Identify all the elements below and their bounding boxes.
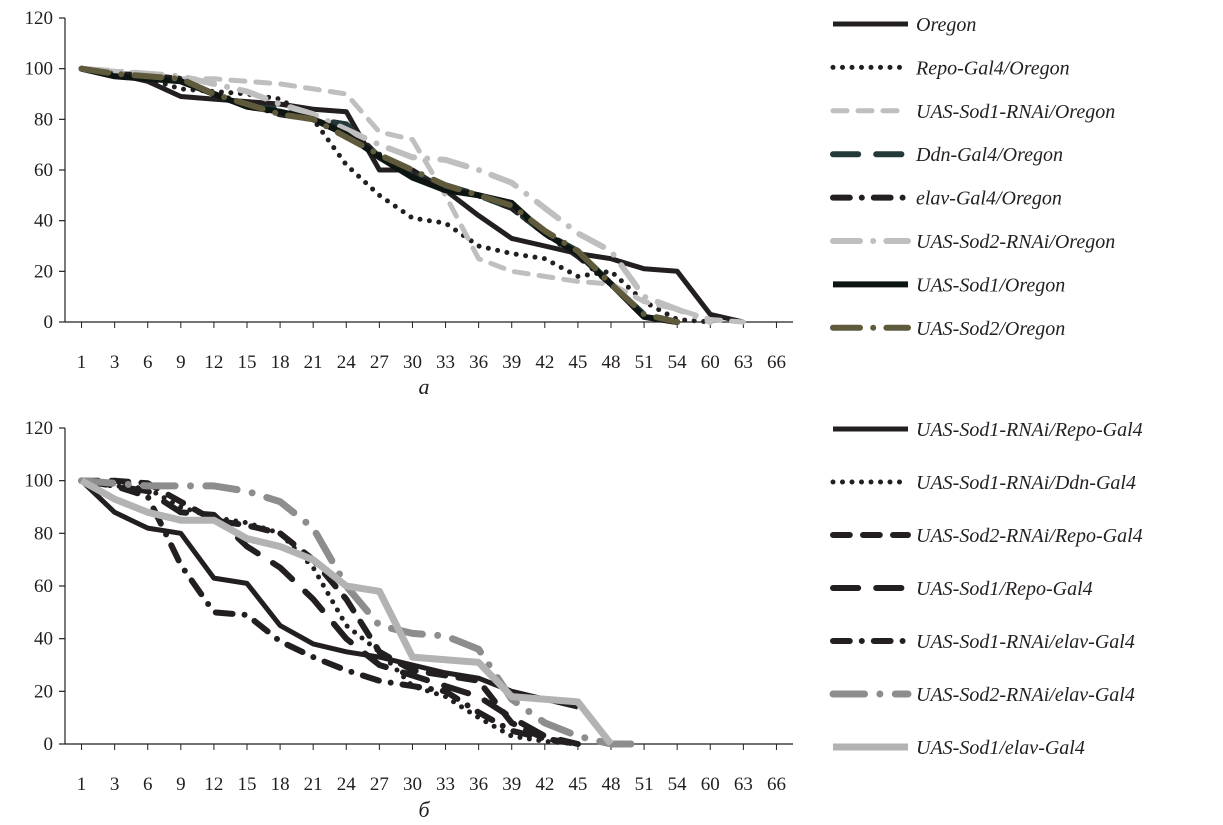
series-line-3 xyxy=(79,66,746,325)
x-tick-label: 42 xyxy=(535,774,554,795)
x-tick-label: 48 xyxy=(602,774,621,795)
series-line-2 xyxy=(79,478,581,747)
y-tick-label: 60 xyxy=(34,576,53,597)
x-tick-label: 33 xyxy=(436,774,455,795)
x-tick-label: 27 xyxy=(370,774,389,795)
legend-label: UAS-Sod1-RNAi/Oregon xyxy=(916,101,1115,123)
x-tick-label: 30 xyxy=(403,352,422,373)
x-tick-label: 51 xyxy=(635,352,654,373)
x-tick-label: 63 xyxy=(734,352,753,373)
x-tick-label: 66 xyxy=(767,774,786,795)
x-tick-label: 6 xyxy=(143,774,153,795)
legend-label: UAS-Sod1/Oregon xyxy=(916,274,1065,296)
legend-label: UAS-Sod2-RNAi/Oregon xyxy=(916,231,1115,253)
y-tick-label: 20 xyxy=(34,261,53,282)
x-tick-label: 45 xyxy=(568,774,587,795)
series-line-4 xyxy=(78,477,581,747)
series-line-6 xyxy=(78,65,714,325)
legend-label: UAS-Sod1-RNAi/Ddn-Gal4 xyxy=(916,472,1136,494)
y-tick-label: 0 xyxy=(44,312,54,333)
series-line-1 xyxy=(79,478,579,710)
x-tick-label: 24 xyxy=(337,774,357,795)
x-tick-label: 9 xyxy=(176,774,186,795)
x-tick-label: 51 xyxy=(635,774,654,795)
x-tick-label: 3 xyxy=(110,352,120,373)
series-line-3 xyxy=(78,477,581,747)
x-tick-label: 54 xyxy=(668,352,688,373)
x-tick-label: 36 xyxy=(469,352,488,373)
legend-label: UAS-Sod2-RNAi/elav-Gal4 xyxy=(916,684,1135,706)
x-tick-label: 18 xyxy=(271,774,290,795)
x-tick-label: 45 xyxy=(568,352,587,373)
legend-label: UAS-Sod1/Repo-Gal4 xyxy=(916,578,1093,600)
y-tick-label: 40 xyxy=(34,211,53,232)
x-tick-label: 39 xyxy=(502,352,521,373)
x-tick-label: 15 xyxy=(238,352,257,373)
y-tick-label: 20 xyxy=(34,681,53,702)
series-line-7 xyxy=(79,477,614,747)
y-tick-label: 80 xyxy=(34,109,53,130)
panel-label: а xyxy=(419,374,430,399)
y-tick-label: 80 xyxy=(34,523,53,544)
y-tick-label: 120 xyxy=(25,8,54,29)
x-tick-label: 36 xyxy=(469,774,488,795)
legend-label: UAS-Sod1-RNAi/Repo-Gal4 xyxy=(916,419,1143,441)
x-tick-label: 60 xyxy=(701,352,720,373)
series-line-6 xyxy=(78,477,648,748)
legend-label: UAS-Sod2/Oregon xyxy=(916,318,1065,340)
x-tick-label: 42 xyxy=(535,352,554,373)
series-line-8 xyxy=(78,65,681,325)
x-tick-label: 63 xyxy=(734,774,753,795)
x-tick-label: 6 xyxy=(143,352,153,373)
y-tick-label: 40 xyxy=(34,629,53,650)
legend-label: UAS-Sod2-RNAi/Repo-Gal4 xyxy=(916,525,1143,547)
legend-label: Ddn-Gal4/Oregon xyxy=(915,144,1063,166)
y-tick-label: 60 xyxy=(34,160,53,181)
x-tick-label: 66 xyxy=(767,352,786,373)
x-tick-label: 54 xyxy=(668,774,688,795)
x-tick-label: 60 xyxy=(701,774,720,795)
x-tick-label: 1 xyxy=(77,774,87,795)
x-tick-label: 18 xyxy=(271,352,290,373)
legend-label: Repo-Gal4/Oregon xyxy=(915,57,1070,79)
series-line-5 xyxy=(78,477,581,747)
series-line-2 xyxy=(79,66,713,325)
x-tick-label: 3 xyxy=(110,774,120,795)
x-tick-label: 12 xyxy=(204,774,223,795)
x-tick-label: 21 xyxy=(304,352,323,373)
x-tick-label: 15 xyxy=(238,774,257,795)
y-tick-label: 120 xyxy=(25,418,54,439)
y-tick-label: 100 xyxy=(25,471,54,492)
panel-label: б xyxy=(418,797,430,822)
x-tick-label: 24 xyxy=(337,352,357,373)
x-tick-label: 30 xyxy=(403,774,422,795)
x-tick-label: 9 xyxy=(176,352,186,373)
legend-label: UAS-Sod1-RNAi/elav-Gal4 xyxy=(916,631,1135,653)
x-tick-label: 33 xyxy=(436,352,455,373)
legend-label: Oregon xyxy=(916,14,976,36)
x-tick-label: 1 xyxy=(77,352,87,373)
x-tick-label: 27 xyxy=(370,352,389,373)
x-tick-label: 21 xyxy=(304,774,323,795)
y-tick-label: 0 xyxy=(44,734,54,755)
legend-label: elav-Gal4/Oregon xyxy=(916,188,1062,210)
series-line-1 xyxy=(81,66,744,325)
x-tick-label: 39 xyxy=(502,774,521,795)
x-tick-label: 48 xyxy=(602,352,621,373)
legend-label: UAS-Sod1/elav-Gal4 xyxy=(916,737,1085,759)
x-tick-label: 12 xyxy=(204,352,223,373)
y-tick-label: 100 xyxy=(25,59,54,80)
